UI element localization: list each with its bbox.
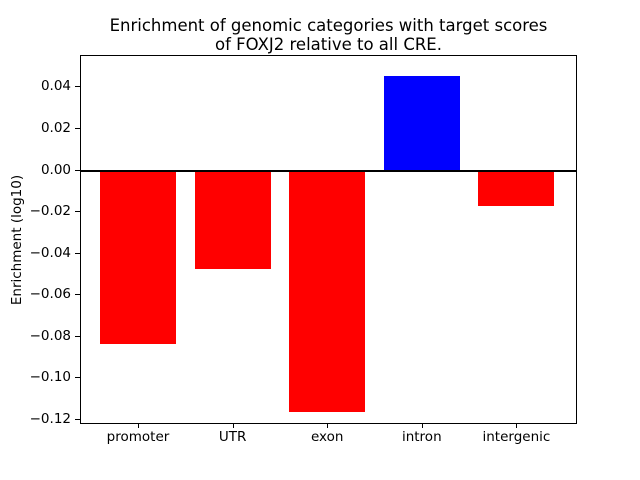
y-tick-mark bbox=[75, 169, 80, 171]
y-tick-mark bbox=[75, 128, 80, 130]
zero-line bbox=[81, 169, 576, 172]
x-tick-label-exon: exon bbox=[310, 429, 344, 445]
y-tick-label: −0.10 bbox=[29, 369, 71, 386]
y-tick-mark bbox=[75, 211, 80, 213]
chart-title: Enrichment of genomic categories with ta… bbox=[109, 16, 548, 54]
x-tick-label-promoter: promoter bbox=[106, 429, 170, 445]
x-tick-label-UTR: UTR bbox=[218, 429, 247, 445]
y-tick-label: −0.12 bbox=[29, 410, 71, 427]
bar-UTR bbox=[194, 171, 271, 269]
y-tick-label: 0.02 bbox=[40, 120, 71, 137]
y-tick-mark bbox=[75, 377, 80, 379]
y-tick-label: −0.08 bbox=[29, 327, 71, 344]
y-tick-mark bbox=[75, 294, 80, 296]
y-tick-mark bbox=[75, 335, 80, 337]
x-tick-label-intergenic: intergenic bbox=[482, 429, 551, 445]
y-tick-label: −0.06 bbox=[29, 286, 71, 303]
bar-intron bbox=[383, 75, 460, 172]
y-tick-label: 0.00 bbox=[40, 161, 71, 178]
x-tick-mark bbox=[327, 424, 329, 428]
y-tick-mark bbox=[75, 86, 80, 88]
x-tick-label-intron: intron bbox=[401, 429, 442, 445]
x-tick-mark bbox=[232, 424, 234, 428]
bar-promoter bbox=[100, 171, 176, 344]
y-tick-label: −0.02 bbox=[29, 203, 71, 220]
bar-intergenic bbox=[478, 171, 555, 207]
x-tick-mark bbox=[421, 424, 423, 428]
x-tick-mark bbox=[138, 424, 139, 428]
plot-area bbox=[80, 55, 577, 424]
bar-exon bbox=[289, 171, 366, 413]
y-tick-mark bbox=[75, 252, 80, 254]
y-tick-label: −0.04 bbox=[29, 244, 71, 261]
y-tick-mark bbox=[75, 418, 80, 420]
x-tick-mark bbox=[516, 424, 518, 428]
y-tick-label: 0.04 bbox=[40, 78, 71, 95]
